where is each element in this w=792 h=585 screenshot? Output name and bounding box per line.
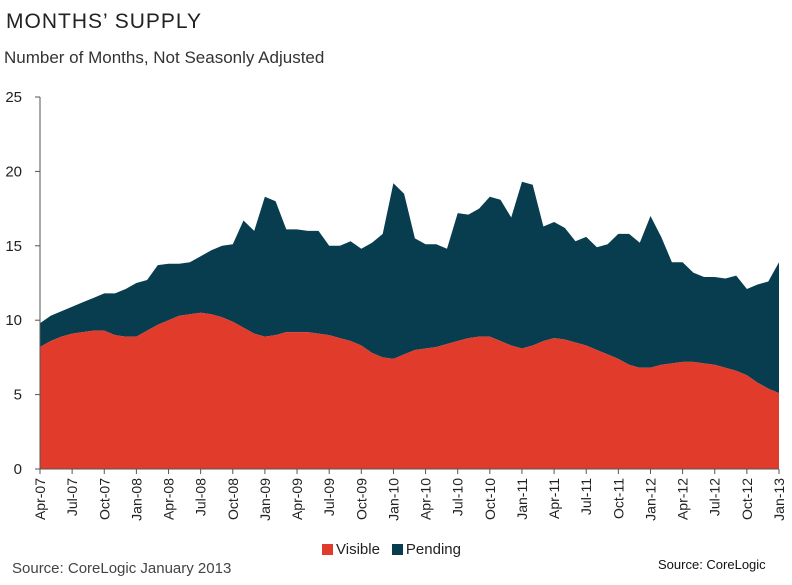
chart-title: MONTHS’ SUPPLY: [6, 10, 203, 33]
x-tick-label: Jan-10: [385, 478, 401, 521]
x-tick-label: Jul-09: [321, 478, 337, 516]
x-tick-label: Jan-09: [257, 478, 273, 521]
y-tick-label: 20: [5, 163, 22, 180]
source-note: Source: CoreLogic January 2013: [12, 560, 232, 577]
legend-label-visible: Visible: [336, 541, 380, 558]
y-tick-label: 15: [5, 238, 22, 255]
x-tick-label: Jan-12: [643, 478, 659, 521]
legend-swatch-visible: [322, 544, 333, 555]
legend-label-pending: Pending: [405, 541, 461, 558]
x-tick-label: Apr-09: [289, 478, 305, 520]
x-tick-label: Jul-07: [64, 478, 80, 516]
chart-areas: [40, 181, 779, 469]
x-tick-label: Jul-11: [578, 478, 594, 515]
chart-legend: Visible Pending: [322, 541, 473, 558]
legend-item-pending: Pending: [391, 541, 461, 558]
x-tick-label: Apr-08: [161, 478, 177, 520]
x-tick-label: Jan-11: [514, 478, 530, 520]
x-tick-label: Jul-08: [193, 478, 209, 516]
legend-item-visible: Visible: [322, 541, 380, 558]
x-tick-label: Oct-09: [353, 478, 369, 520]
x-tick-label: Oct-07: [96, 478, 112, 520]
x-axis-ticks: Apr-07 Jul-07 Oct-07 Jan-08 Apr-08 Jul-08 Oct-…: [32, 469, 787, 521]
y-tick-label: 10: [5, 312, 22, 329]
series-area-visible: [40, 312, 779, 469]
x-tick-label: Jul-12: [707, 478, 723, 516]
y-tick-label: 5: [14, 387, 22, 404]
y-axis-ticks: 0 5 10 15 20 25: [5, 89, 40, 478]
x-tick-label: Apr-10: [418, 478, 434, 520]
source-credit: Source: CoreLogic: [658, 557, 766, 572]
legend-swatch-pending: [391, 544, 403, 555]
y-tick-label: 25: [5, 89, 22, 106]
x-tick-label: Oct-11: [610, 478, 626, 519]
x-tick-label: Apr-11: [546, 478, 562, 519]
x-tick-label: Jul-10: [450, 478, 466, 516]
x-tick-label: Apr-12: [675, 478, 691, 520]
x-tick-label: Jan-08: [128, 478, 144, 521]
x-tick-label: Jan-13: [771, 478, 787, 521]
y-tick-label: 0: [14, 461, 22, 478]
chart-subtitle: Number of Months, Not Seasonly Adjusted: [4, 48, 325, 67]
x-tick-label: Oct-10: [482, 478, 498, 520]
series-area-pending: [40, 181, 779, 394]
chart-axes: [39, 97, 779, 470]
x-tick-label: Oct-12: [739, 478, 755, 520]
x-tick-label: Oct-08: [225, 478, 241, 520]
x-tick-label: Apr-07: [32, 478, 48, 520]
